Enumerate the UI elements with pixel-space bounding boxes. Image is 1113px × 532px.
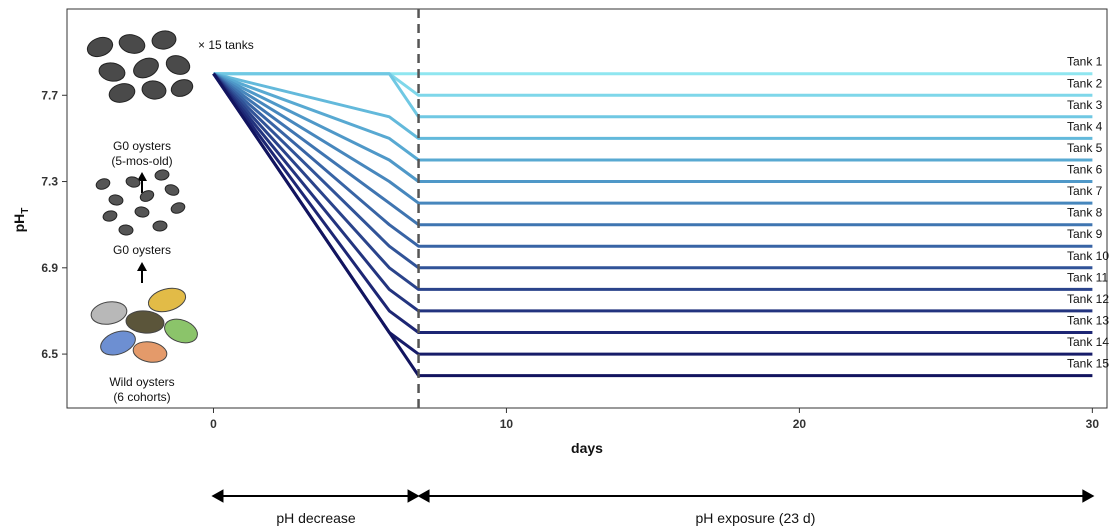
y-tick-label: 6.5 bbox=[41, 347, 58, 361]
tank-label-12: Tank 12 bbox=[1067, 292, 1109, 306]
series-lines bbox=[212, 72, 1093, 378]
arrow-up-icon bbox=[137, 262, 147, 283]
x-axis-title: days bbox=[571, 440, 603, 456]
stage-wild-cohorts-label: (6 cohorts) bbox=[113, 390, 170, 404]
tank-label-10: Tank 10 bbox=[1067, 249, 1109, 263]
tanks-note: × 15 tanks bbox=[198, 38, 254, 52]
x-tick-label: 30 bbox=[1086, 417, 1100, 431]
tank-label-13: Tank 13 bbox=[1067, 314, 1109, 328]
tank-labels: Tank 1 Tank 2 Tank 3 Tank 4 Tank 5 Tank 6 Tank… bbox=[1067, 55, 1109, 371]
series-line-tank-15 bbox=[212, 72, 1093, 378]
series-line-tank-12 bbox=[212, 72, 1093, 313]
series-line-tank-4 bbox=[213, 72, 1093, 140]
stage-wild-label: Wild oysters bbox=[109, 375, 174, 389]
tank-label-8: Tank 8 bbox=[1067, 206, 1103, 220]
tank-label-14: Tank 14 bbox=[1067, 335, 1109, 349]
tank-label-6: Tank 6 bbox=[1067, 163, 1103, 177]
phase-decrease-label: pH decrease bbox=[276, 510, 356, 526]
tank-label-3: Tank 3 bbox=[1067, 98, 1103, 112]
y-axis-title-main: pH bbox=[11, 214, 27, 233]
y-axis-title: pHT bbox=[11, 208, 31, 233]
tank-label-5: Tank 5 bbox=[1067, 141, 1103, 155]
series-line-tank-7 bbox=[212, 72, 1093, 205]
series-line-tank-6 bbox=[212, 72, 1093, 183]
phase-decrease-arrow bbox=[211, 489, 420, 503]
axis-ticks: 6.5 6.9 7.3 7.7 0 10 20 30 bbox=[41, 88, 1099, 431]
series-line-tank-8 bbox=[212, 72, 1093, 227]
tank-label-7: Tank 7 bbox=[1067, 184, 1103, 198]
g0-adult-oysters-icon bbox=[86, 30, 194, 103]
series-line-tank-10 bbox=[212, 72, 1093, 270]
tank-label-9: Tank 9 bbox=[1067, 227, 1103, 241]
series-line-tank-2 bbox=[213, 72, 1093, 97]
series-line-tank-3 bbox=[213, 72, 1093, 119]
tank-label-15: Tank 15 bbox=[1067, 357, 1109, 371]
x-tick-label: 20 bbox=[793, 417, 807, 431]
y-tick-label: 7.3 bbox=[41, 175, 58, 189]
x-tick-label: 10 bbox=[500, 417, 514, 431]
tank-label-11: Tank 11 bbox=[1067, 270, 1108, 284]
plot-frame bbox=[66, 8, 1108, 409]
y-axis-title-sub: T bbox=[20, 208, 31, 214]
series-line-tank-11 bbox=[212, 72, 1093, 291]
series-line-tank-9 bbox=[212, 72, 1093, 248]
series-line-tank-13 bbox=[212, 72, 1093, 334]
stage-g0-adult-label: G0 oysters bbox=[113, 139, 171, 153]
phase-exposure-label: pH exposure (23 d) bbox=[696, 510, 816, 526]
tank-label-1: Tank 1 bbox=[1067, 55, 1103, 69]
stage-g0-adult-age-label: (5-mos-old) bbox=[111, 154, 172, 168]
x-tick-label: 0 bbox=[210, 417, 217, 431]
arrow-up-icon bbox=[137, 172, 147, 193]
g0-juvenile-oysters-icon bbox=[95, 169, 186, 236]
tank-label-2: Tank 2 bbox=[1067, 76, 1103, 90]
phase-exposure-arrow bbox=[417, 489, 1095, 503]
wild-oysters-icon bbox=[90, 287, 198, 363]
tank-label-4: Tank 4 bbox=[1067, 119, 1103, 133]
y-tick-label: 6.9 bbox=[41, 261, 58, 275]
series-line-tank-5 bbox=[212, 72, 1093, 162]
y-tick-label: 7.7 bbox=[41, 88, 58, 102]
stage-g0-label: G0 oysters bbox=[113, 243, 171, 257]
